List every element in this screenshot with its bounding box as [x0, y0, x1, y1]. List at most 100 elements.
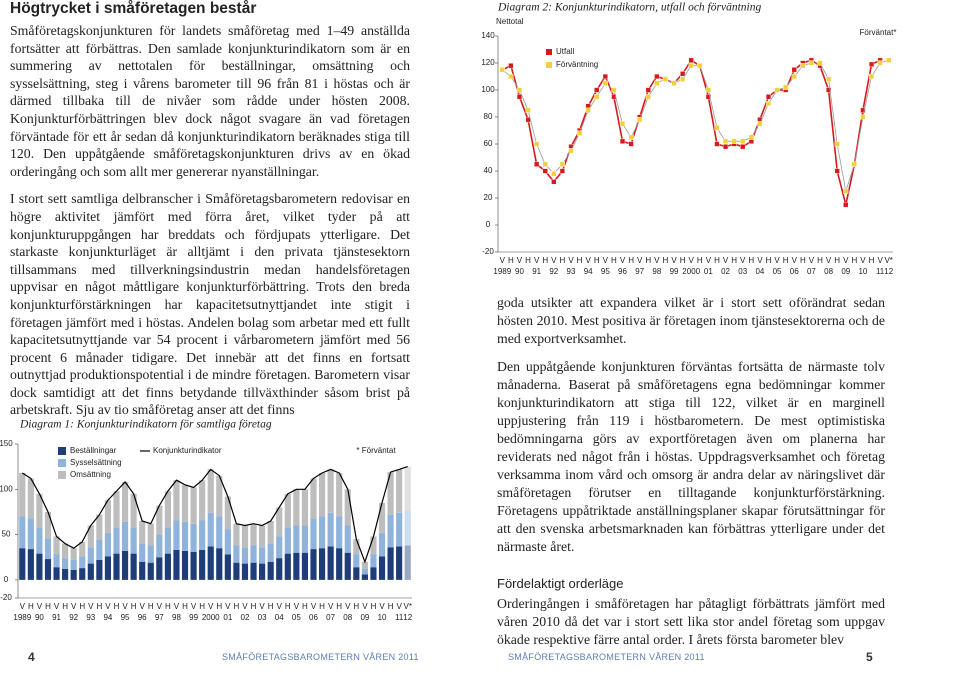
bar-segment — [378, 502, 386, 533]
paragraph: Den uppåtgående konjunkturen förväntas f… — [497, 359, 885, 554]
bar-segment — [241, 547, 249, 564]
bar-segment — [276, 536, 283, 559]
bar-segment — [87, 563, 94, 580]
x-tick-label: V — [603, 256, 609, 265]
year-label: 08 — [824, 267, 833, 276]
x-tick-label: H — [285, 602, 291, 611]
bar-segment — [327, 546, 334, 580]
bar-segment — [164, 553, 171, 580]
x-tick-label: H — [336, 602, 342, 611]
bar-segment — [396, 469, 403, 513]
bar-segment — [310, 518, 317, 550]
year-label: 2000 — [682, 267, 700, 276]
x-tick-label: V — [208, 602, 214, 611]
bar-segment — [318, 548, 326, 580]
x-tick-label: H — [96, 602, 102, 611]
x-tick-label: H — [28, 602, 34, 611]
point-marker — [791, 73, 797, 80]
x-tick-label: V — [20, 602, 26, 611]
point-marker — [559, 161, 566, 167]
year-label: 93 — [567, 267, 576, 276]
bar-segment — [378, 556, 386, 580]
bar-segment — [130, 553, 137, 580]
x-tick-label: H — [268, 602, 274, 611]
x-tick-label: H — [148, 602, 154, 611]
x-tick-label: V — [277, 602, 283, 611]
bar-segment — [353, 539, 360, 555]
x-tick-label: H — [800, 256, 806, 265]
x-tick-label: V — [225, 602, 231, 611]
bar-segment — [173, 480, 180, 521]
bar-segment — [378, 532, 386, 557]
bar-segment — [121, 482, 129, 522]
x-tick-label: V — [534, 256, 540, 265]
bar-segment — [370, 536, 377, 555]
legend-label: Omsättning — [70, 470, 111, 479]
bar-segment — [224, 496, 231, 530]
annotation: Förväntat* — [860, 28, 897, 37]
x-tick-label: H — [62, 602, 68, 611]
year-label: 98 — [172, 613, 181, 622]
bar-segment — [293, 489, 300, 526]
bar-segment — [207, 469, 214, 513]
year-label: 1989 — [13, 613, 31, 622]
point-marker — [680, 71, 686, 77]
point-marker — [619, 138, 626, 144]
year-label: 92 — [69, 613, 78, 622]
point-marker — [534, 161, 540, 167]
x-tick-label: H — [628, 256, 634, 265]
x-tick-label: H — [542, 256, 548, 265]
x-tick-label: V — [843, 256, 849, 265]
bar-segment — [19, 516, 26, 549]
point-marker — [757, 121, 763, 127]
point-marker — [868, 73, 875, 80]
x-tick-label: V — [54, 602, 60, 611]
bar-segment — [310, 549, 317, 580]
point-marker — [568, 148, 574, 154]
point-marker — [516, 94, 523, 100]
subheading: Fördelaktigt orderläge — [497, 576, 624, 591]
point-marker — [765, 100, 772, 107]
year-label: 90 — [35, 613, 44, 622]
bar-segment — [147, 562, 154, 580]
point-marker — [611, 94, 617, 100]
x-tick-label: V — [757, 256, 763, 265]
year-label: 10 — [378, 613, 387, 622]
x-tick-label: H — [748, 256, 754, 265]
legend-swatch — [58, 471, 66, 479]
legend-swatch — [546, 49, 552, 55]
y-tick-label: 50 — [2, 530, 11, 539]
year-label: 99 — [670, 267, 679, 276]
bar-segment — [113, 553, 120, 580]
x-tick-label: H — [45, 602, 51, 611]
x-tick-label: H — [783, 256, 789, 265]
x-tick-label: V — [740, 256, 746, 265]
x-tick-label: V — [379, 602, 385, 611]
year-label: 99 — [189, 613, 198, 622]
year-label: 96 — [618, 267, 627, 276]
bar-segment — [164, 527, 171, 554]
bar-segment — [241, 563, 249, 580]
x-tick-label: H — [508, 256, 514, 265]
bar-segment — [259, 563, 266, 580]
bar-segment — [199, 549, 206, 580]
x-tick-label: V — [37, 602, 43, 611]
x-tick-label: V — [191, 602, 197, 611]
bar-segment — [156, 534, 163, 558]
point-marker — [851, 161, 857, 167]
bar-segment — [199, 480, 206, 521]
bar-segment — [361, 574, 368, 580]
point-marker — [860, 114, 866, 120]
x-tick-label: V — [71, 602, 77, 611]
bar-segment — [396, 546, 403, 580]
bar-segment — [387, 472, 394, 515]
heading: Högtrycket i småföretagen består — [10, 0, 257, 17]
point-marker — [843, 202, 849, 208]
legend-swatch — [58, 447, 66, 455]
bar-segment — [224, 529, 231, 555]
bar-segment — [156, 505, 163, 535]
bar-segment — [370, 554, 377, 568]
bar-segment — [207, 512, 214, 547]
y-tick-label: 0 — [4, 575, 9, 584]
year-label: 91 — [52, 613, 61, 622]
